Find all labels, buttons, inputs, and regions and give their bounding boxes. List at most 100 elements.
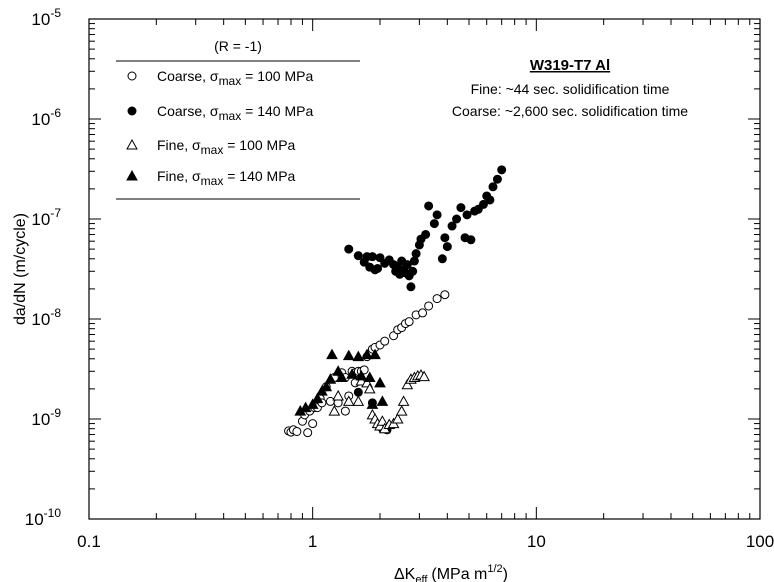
- filled-triangle-point: [346, 368, 358, 379]
- plot-frame: [88, 18, 761, 520]
- open-circle-point: [308, 419, 318, 429]
- open-circle-point: [404, 317, 414, 327]
- filled-circle-point: [344, 244, 354, 254]
- filled-triangle-point: [324, 373, 337, 384]
- legend-entry-3: Fine, σmax = 100 MPa: [157, 137, 296, 157]
- legend-marker-filled-triangle: [126, 169, 138, 181]
- filled-circle-point: [447, 221, 457, 231]
- filled-circle-point: [462, 210, 472, 220]
- y-tick-labels: 10-10 10-9 10-8 10-7 10-6 10-5: [25, 6, 62, 529]
- filled-circle-point: [406, 282, 416, 292]
- open-circle-point: [292, 426, 302, 436]
- open-triangle-point: [342, 395, 355, 406]
- filled-triangle-point: [311, 392, 324, 404]
- axis-ticks: [88, 19, 760, 520]
- y-tick-label: 10-5: [31, 6, 61, 29]
- filled-circle-point: [402, 260, 412, 270]
- filled-circle-point: [421, 229, 431, 239]
- filled-circle-point: [429, 219, 439, 229]
- filled-triangle-point: [355, 369, 368, 381]
- filled-triangle-point: [374, 376, 386, 388]
- filled-circle-point: [488, 182, 498, 192]
- filled-triangle-point: [335, 371, 348, 383]
- filled-triangle-point: [369, 348, 381, 360]
- open-triangle-point: [332, 389, 345, 401]
- filled-triangle-point: [363, 371, 376, 383]
- open-circle-point: [303, 428, 313, 438]
- filled-circle-point: [440, 233, 450, 243]
- open-triangle-point: [363, 382, 376, 394]
- y-axis-title: da/dN (m/cycle): [12, 213, 29, 325]
- filled-circle-point: [367, 252, 377, 262]
- open-circle-point: [340, 406, 350, 416]
- y-tick-label: 10-8: [31, 306, 61, 329]
- legend-entry-2: Coarse, σmax = 140 MPa: [157, 103, 313, 123]
- legend-entry-4: Fine, σmax = 140 MPa: [157, 168, 296, 188]
- filled-circle-point: [466, 235, 476, 245]
- filled-triangle-point: [326, 348, 338, 360]
- filled-circle-point: [452, 214, 462, 224]
- filled-circle-point: [478, 199, 488, 209]
- x-axis-title-sup: 1/2: [487, 563, 502, 575]
- x-tick-label: 1: [308, 532, 317, 551]
- open-triangle-point: [352, 395, 365, 406]
- legend-header: (R = -1): [214, 38, 262, 54]
- y-tick-label: 10-6: [31, 106, 61, 129]
- legend-marker-open-triangle: [126, 138, 138, 150]
- open-triangle-point: [391, 412, 404, 424]
- filled-circle-point: [437, 254, 447, 264]
- annotation-line-2: Coarse: ~2,600 sec. solidification time: [452, 103, 688, 119]
- filled-circle-point: [497, 165, 507, 175]
- x-tick-label: 100: [746, 532, 774, 551]
- y-tick-label: 10-7: [31, 206, 61, 229]
- open-triangle-point: [328, 405, 341, 416]
- legend-markers: [126, 71, 138, 181]
- x-axis-title-sub: eff: [415, 574, 428, 582]
- y-tick-label: 10-10: [25, 506, 62, 529]
- annotation-line-1: Fine: ~44 sec. solidification time: [471, 81, 670, 97]
- x-axis-title: ΔKeff (MPa m1/2): [394, 563, 508, 582]
- open-triangle-point: [401, 378, 414, 390]
- open-triangle-point: [395, 405, 408, 416]
- x-tick-label: 0.1: [77, 532, 101, 551]
- legend-marker-filled-circle: [127, 106, 137, 116]
- open-circle-point: [432, 294, 442, 304]
- filled-circle-point: [442, 242, 452, 252]
- filled-circle-point: [375, 253, 385, 263]
- x-tick-labels: 0.1 1 10 100: [77, 532, 774, 551]
- filled-circle-point: [456, 203, 466, 213]
- filled-circle-point: [408, 266, 418, 276]
- x-tick-label: 10: [527, 532, 546, 551]
- filled-circle-point: [353, 387, 363, 397]
- filled-triangle-point: [366, 398, 379, 409]
- open-circle-point: [418, 308, 428, 318]
- filled-circle-point: [424, 201, 434, 211]
- open-circle-point: [325, 396, 335, 406]
- data-points: [284, 165, 507, 438]
- filled-triangle-point: [332, 365, 345, 376]
- filled-circle-point: [485, 195, 495, 205]
- filled-triangle-point: [320, 380, 333, 392]
- open-triangle-point: [418, 370, 430, 382]
- filled-circle-point: [432, 210, 442, 220]
- annotation: W319-T7 Al Fine: ~44 sec. solidification…: [452, 57, 688, 119]
- y-tick-label: 10-9: [31, 406, 61, 429]
- open-circle-point: [424, 301, 434, 311]
- legend: (R = -1) Coarse, σmax = 100 MPa Coarse, …: [116, 38, 360, 200]
- filled-circle-point: [373, 263, 383, 273]
- filled-circle-point: [492, 174, 502, 184]
- annotation-title: W319-T7 Al: [530, 57, 610, 74]
- filled-triangle-point: [342, 349, 355, 361]
- filled-circle-point: [409, 256, 419, 266]
- open-circle-point: [380, 336, 390, 346]
- legend-marker-open-circle: [127, 71, 137, 81]
- filled-circle-point: [353, 251, 363, 261]
- x-axis-title-units: (MPa m: [431, 566, 487, 582]
- legend-entry-1: Coarse, σmax = 100 MPa: [157, 68, 313, 88]
- open-triangle-point: [397, 395, 410, 406]
- open-circle-point: [440, 290, 450, 300]
- filled-triangle-point: [361, 348, 373, 360]
- filled-circle-point: [411, 249, 421, 259]
- filled-triangle-point: [352, 350, 365, 362]
